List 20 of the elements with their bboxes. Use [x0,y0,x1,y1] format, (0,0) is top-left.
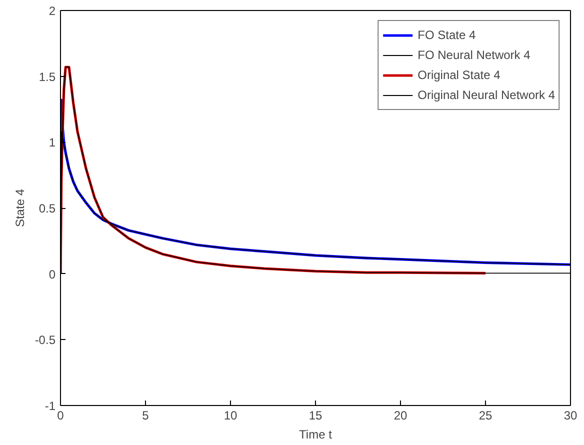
x-tick-label: 0 [57,408,64,422]
y-tick-label: -0.5 [34,333,56,348]
y-axis-title: State 4 [12,188,27,228]
y-tick-label: 1.5 [38,70,56,84]
x-tick-label: 30 [564,408,578,422]
x-tick-label: 10 [224,408,238,422]
x-tick-label: 20 [394,408,408,422]
y-tick-label: 2 [48,4,56,18]
y-tick-label: 0.5 [38,202,56,216]
legend-label: FO Neural Network 4 [418,48,530,62]
y-tick-label: 1 [48,136,56,150]
x-tick-label: 5 [142,408,150,422]
y-tick-label: 0 [48,267,56,282]
legend-label: FO State 4 [418,28,476,42]
y-tick-label: -1 [44,399,56,413]
x-axis-title: Time t [299,428,333,442]
x-tick-label: 15 [308,408,322,422]
x-tick-label: 25 [478,408,492,422]
legend-label: Original Neural Network 4 [418,88,555,102]
legend-label: Original State 4 [418,68,500,82]
